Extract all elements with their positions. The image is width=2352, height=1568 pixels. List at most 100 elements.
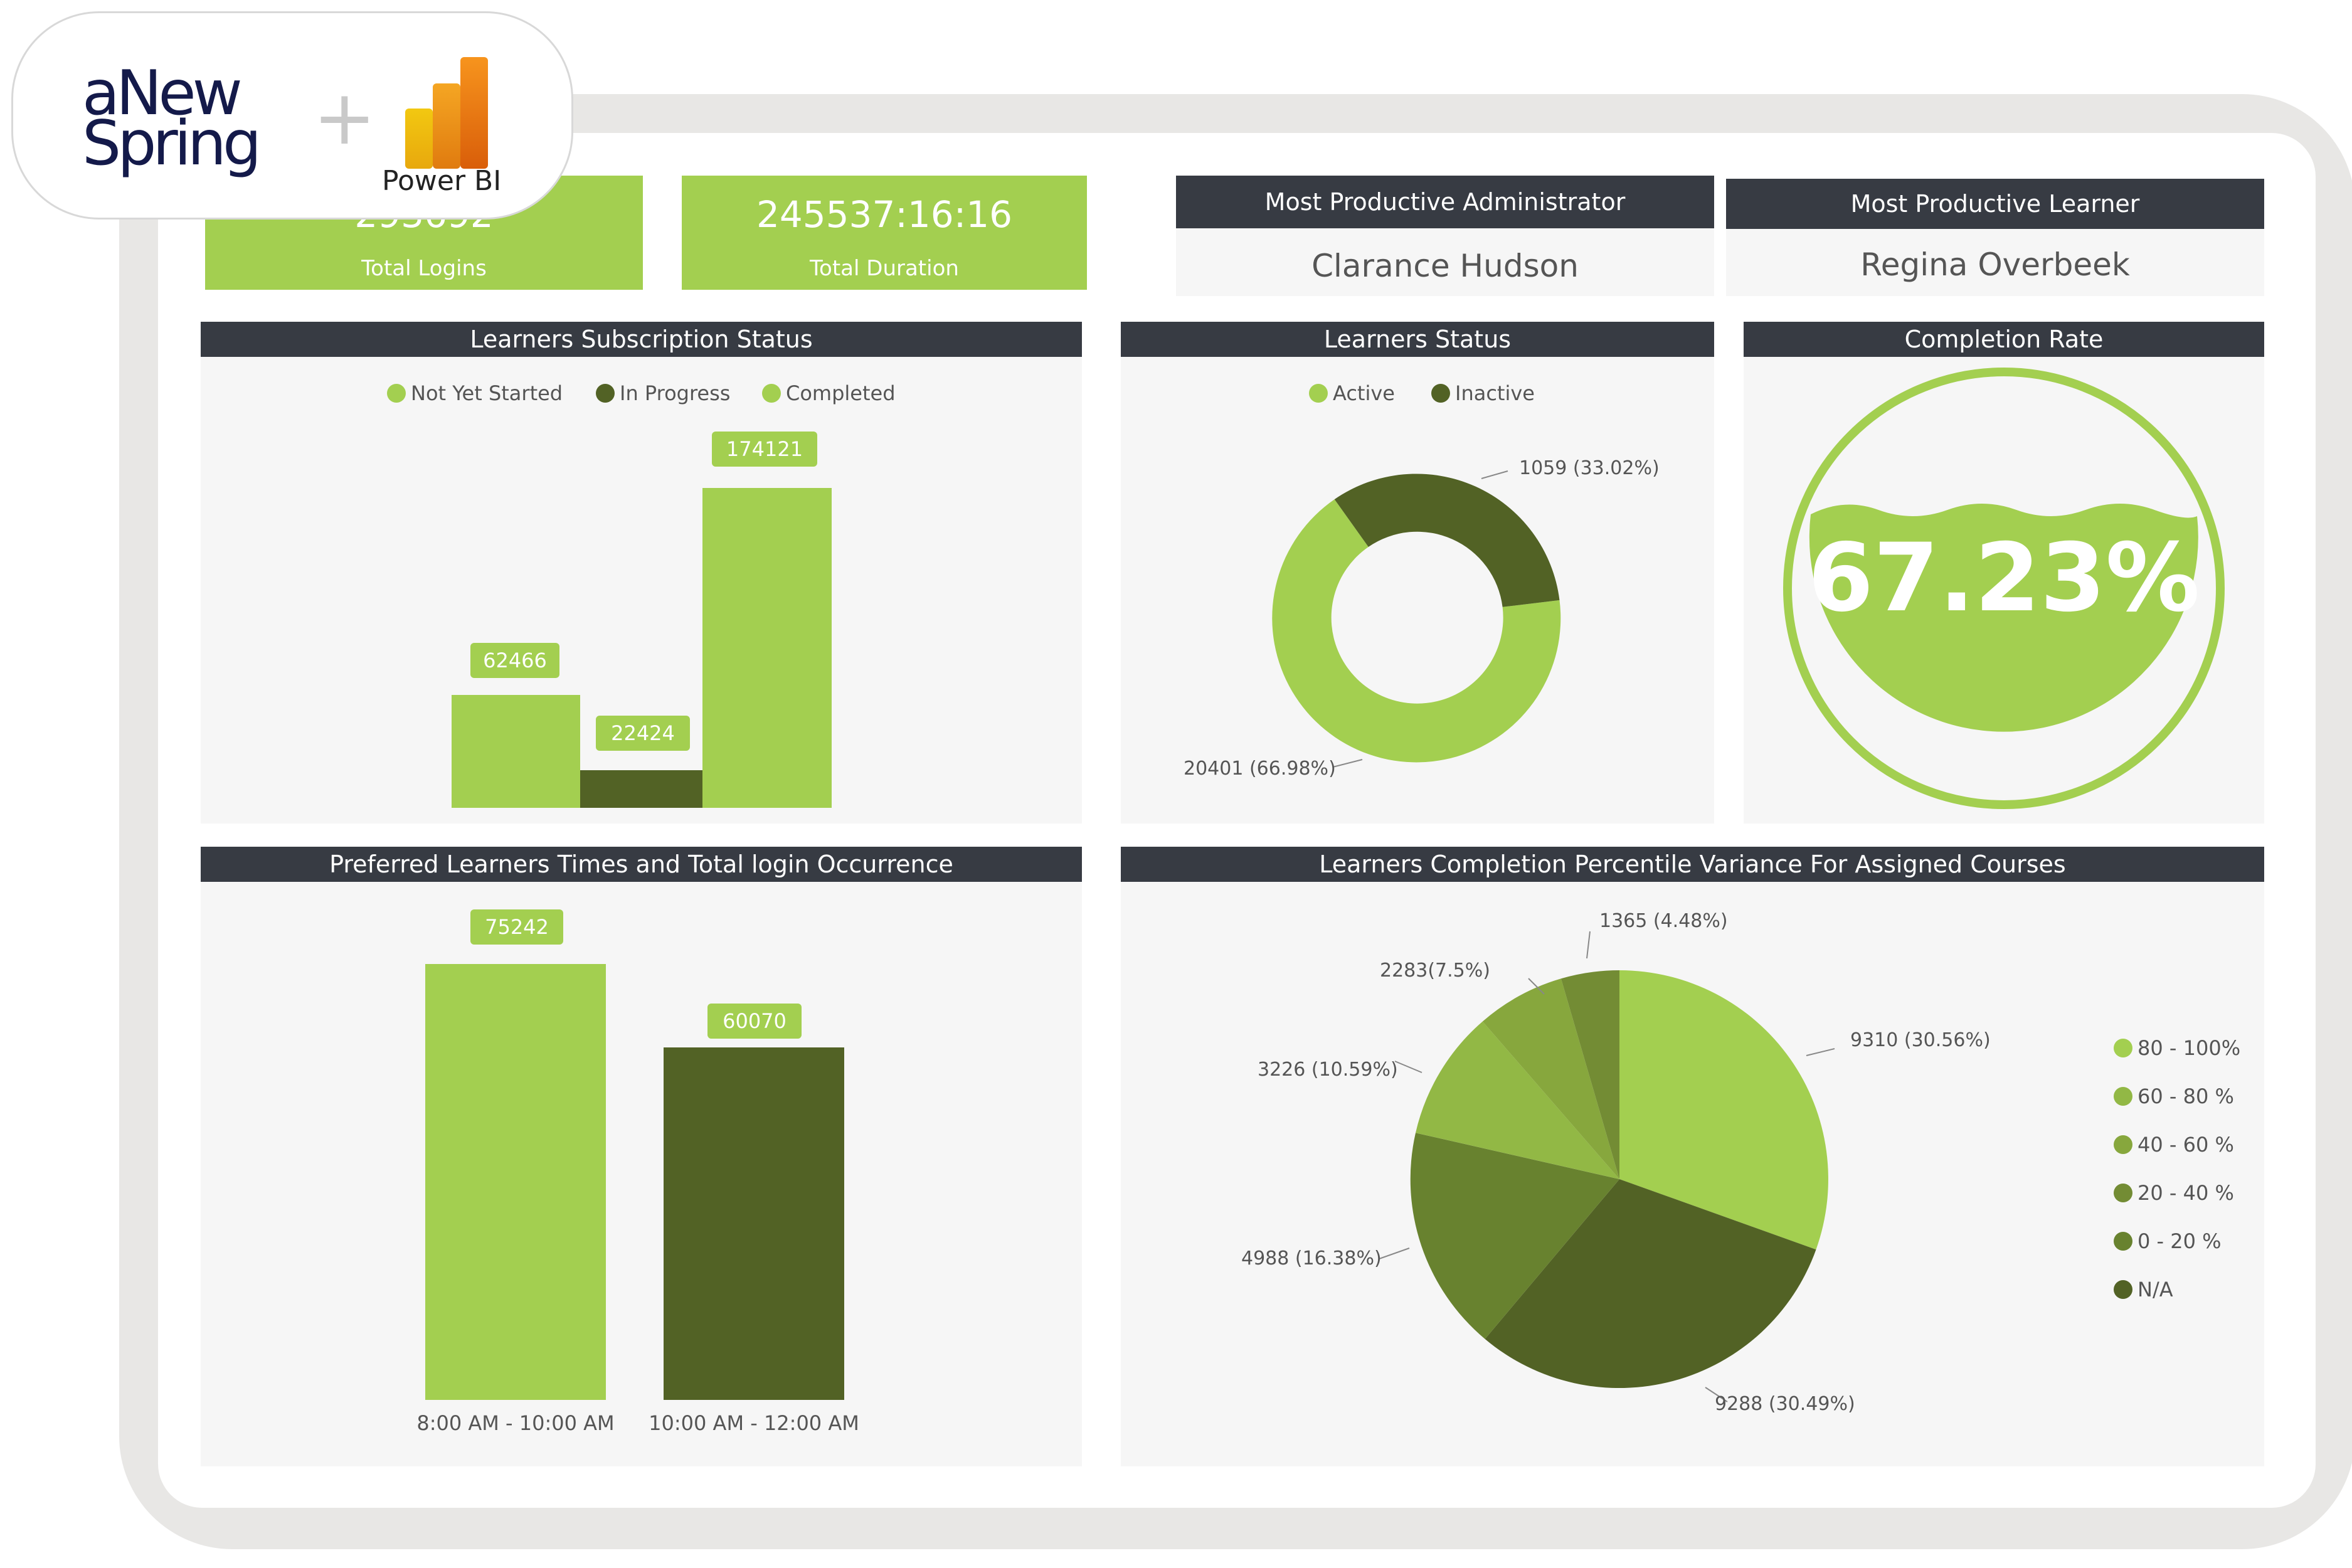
gauge-ring xyxy=(1783,368,2225,809)
legend-label: Not Yet Started xyxy=(411,381,563,405)
pie-slice-na xyxy=(1560,970,1619,1179)
leader-line xyxy=(1586,931,1591,959)
legend-label: 0 - 20 % xyxy=(2137,1229,2222,1253)
pie-label-0-20: 2283(7.5%) xyxy=(1380,960,1490,982)
subscription-label-0: 62466 xyxy=(470,643,559,678)
times-bar-0 xyxy=(425,964,606,1400)
total-duration-value: 245537:16:16 xyxy=(756,193,1013,236)
subscription-label-2: 174121 xyxy=(712,432,817,467)
legend-label: 40 - 60 % xyxy=(2137,1133,2234,1157)
gauge-fill xyxy=(1809,504,2198,732)
pie-label-na: 1365 (4.48%) xyxy=(1599,910,1728,932)
legend-label: 80 - 100% xyxy=(2137,1036,2241,1060)
pie-slice-0-20 xyxy=(1482,978,1619,1179)
plus-icon: + xyxy=(313,75,376,162)
learner-card-title: Most Productive Learner xyxy=(1726,179,2264,229)
legend-label: N/A xyxy=(2137,1278,2173,1301)
legend-dot xyxy=(2114,1135,2132,1154)
completion-rate-value: 67.23% xyxy=(1808,524,2200,633)
pie-slice-40-60 xyxy=(1410,1133,1619,1339)
legend-0-20: 0 - 20 % xyxy=(2114,1229,2222,1253)
preferred-times-title: Preferred Learners Times and Total login… xyxy=(201,847,1082,882)
subscription-status-title: Learners Subscription Status xyxy=(201,322,1082,357)
subscription-bar-0 xyxy=(452,695,580,808)
legend-label: In Progress xyxy=(620,381,731,405)
anewspring-logo: aNew Spring xyxy=(82,58,262,179)
legend-not-yet-started: Not Yet Started xyxy=(387,381,563,405)
legend-40-60: 40 - 60 % xyxy=(2114,1133,2234,1157)
legend-dot xyxy=(2114,1280,2132,1299)
donut-slice-active xyxy=(1272,499,1561,763)
legend-dot xyxy=(2114,1039,2132,1057)
pie-slice-80-100 xyxy=(1619,970,1828,1250)
times-bar-1 xyxy=(664,1047,844,1400)
most-productive-learner-card: Most Productive Learner Regina Overbeek xyxy=(1726,179,2264,296)
legend-dot xyxy=(387,384,406,403)
completion-gauge: 67.23% xyxy=(1783,368,2225,809)
donut-label-active: 20401 (66.98%) xyxy=(1184,758,1336,780)
legend-label: Completed xyxy=(786,381,896,405)
power-bi-label: Power BI xyxy=(382,165,502,197)
leader-line-inactive xyxy=(1481,470,1508,479)
admin-card-title: Most Productive Administrator xyxy=(1176,176,1714,228)
legend-label: Active xyxy=(1333,381,1395,405)
times-label-1: 60070 xyxy=(707,1004,802,1039)
pie-label-40-60: 4988 (16.38%) xyxy=(1241,1248,1382,1269)
leader-line xyxy=(1528,978,1545,995)
legend-in-progress: In Progress xyxy=(596,381,730,405)
leader-line xyxy=(1394,1061,1422,1073)
pie-slice-60-80 xyxy=(1485,1179,1816,1389)
times-x-label-1: 10:00 AM - 12:00 AM xyxy=(649,1411,859,1435)
times-label-0: 75242 xyxy=(470,909,563,945)
subscription-label-1: 22424 xyxy=(596,716,690,751)
legend-completed: Completed xyxy=(762,381,896,405)
admin-name: Clarance Hudson xyxy=(1311,248,1579,284)
legend-active: Active xyxy=(1309,381,1395,405)
donut-label-inactive: 1059 (33.02%) xyxy=(1519,457,1660,479)
legend-dot xyxy=(762,384,781,403)
pie-label-60-80: 9288 (30.49%) xyxy=(1715,1393,1855,1415)
learner-name: Regina Overbeek xyxy=(1860,246,2130,283)
leader-line xyxy=(1806,1048,1835,1056)
total-duration-label: Total Duration xyxy=(810,256,959,281)
preferred-times-panel: Preferred Learners Times and Total login… xyxy=(201,847,1082,1466)
times-x-label-0: 8:00 AM - 10:00 AM xyxy=(416,1411,615,1435)
completion-rate-panel: Completion Rate 67.23% xyxy=(1744,322,2264,824)
legend-inactive: Inactive xyxy=(1431,381,1535,405)
power-bi-icon xyxy=(405,57,488,169)
completion-rate-title: Completion Rate xyxy=(1744,322,2264,357)
total-logins-label: Total Logins xyxy=(361,256,487,281)
legend-dot xyxy=(2114,1232,2132,1251)
most-productive-admin-card: Most Productive Administrator Clarance H… xyxy=(1176,176,1714,296)
pie-label-80-100: 9310 (30.56%) xyxy=(1850,1029,1991,1051)
learners-status-title: Learners Status xyxy=(1121,322,1714,357)
percentile-variance-panel: Learners Completion Percentile Variance … xyxy=(1121,847,2264,1466)
legend-dot xyxy=(1431,384,1450,403)
leader-line-active xyxy=(1332,759,1363,768)
legend-label: 20 - 40 % xyxy=(2137,1181,2234,1205)
total-duration-card: 245537:16:16 Total Duration xyxy=(682,176,1087,290)
legend-label: Inactive xyxy=(1455,381,1535,405)
leader-line xyxy=(1705,1387,1728,1402)
percentile-variance-pie: 9310 (30.56%) 9288 (30.49%) 4988 (16.38%… xyxy=(1241,910,1991,1415)
subscription-bar-1 xyxy=(580,770,704,808)
subscription-bar-2 xyxy=(702,488,832,808)
learners-status-panel: Learners Status Active Inactive 1059 (33… xyxy=(1121,322,1714,824)
leader-line xyxy=(1379,1248,1410,1259)
legend-80-100: 80 - 100% xyxy=(2114,1036,2240,1060)
legend-dot xyxy=(1309,384,1328,403)
legend-na: N/A xyxy=(2114,1278,2173,1301)
legend-label: 60 - 80 % xyxy=(2137,1084,2234,1108)
legend-dot xyxy=(596,384,615,403)
percentile-variance-title: Learners Completion Percentile Variance … xyxy=(1121,847,2264,882)
learners-status-donut: 1059 (33.02%) 20401 (66.98%) xyxy=(1184,457,1660,780)
pie-slice-20-40 xyxy=(1416,1021,1619,1179)
subscription-status-panel: Learners Subscription Status Not Yet Sta… xyxy=(201,322,1082,824)
pie-label-20-40: 3226 (10.59%) xyxy=(1258,1059,1398,1081)
legend-dot xyxy=(2114,1087,2132,1106)
legend-20-40: 20 - 40 % xyxy=(2114,1181,2234,1205)
donut-slice-inactive xyxy=(1334,474,1560,607)
legend-60-80: 60 - 80 % xyxy=(2114,1084,2234,1108)
legend-dot xyxy=(2114,1184,2132,1202)
logo-badge: aNew Spring + Power BI xyxy=(11,11,573,220)
